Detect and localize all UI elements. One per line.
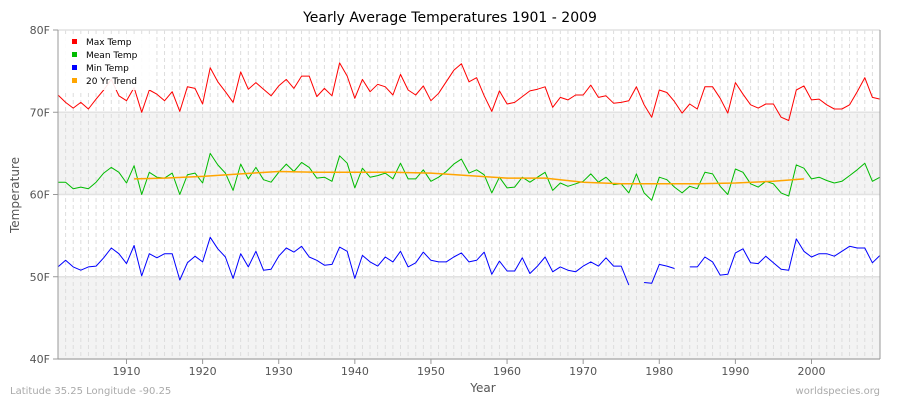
x-tick-label: 1990 xyxy=(721,365,749,378)
x-axis-label: Year xyxy=(469,381,495,395)
y-tick-label: 70F xyxy=(30,106,50,119)
x-tick-label: 1960 xyxy=(493,365,521,378)
x-tick-label: 1940 xyxy=(341,365,369,378)
chart-title: Yearly Average Temperatures 1901 - 2009 xyxy=(302,10,597,26)
min-temp-line xyxy=(57,236,881,286)
x-tick-label: 1950 xyxy=(417,365,445,378)
legend-label: Max Temp xyxy=(86,38,132,48)
x-tick-label: 1970 xyxy=(569,365,597,378)
x-tick-label: 2000 xyxy=(798,365,826,378)
y-tick-label: 80F xyxy=(30,24,50,37)
x-tick-label: 1920 xyxy=(189,365,217,378)
y-axis-label: Temperature xyxy=(8,157,22,234)
x-tick-label: 1980 xyxy=(645,365,673,378)
legend-label: Mean Temp xyxy=(86,51,138,61)
legend-box xyxy=(64,34,152,90)
legend-label: 20 Yr Trend xyxy=(86,77,137,87)
legend-swatch xyxy=(72,39,77,44)
legend-swatch xyxy=(72,78,77,83)
max-temp-line xyxy=(57,62,881,121)
legend: Max Temp Mean Temp Min Temp 20 Yr Trend xyxy=(64,34,152,90)
legend-swatch xyxy=(72,65,77,70)
mean-temp-line xyxy=(58,152,881,201)
20-yr-trend-line xyxy=(134,170,804,185)
x-tick-label: 1910 xyxy=(113,365,141,378)
footer-site: worldspecies.org xyxy=(796,386,880,397)
y-tick-label: 50F xyxy=(30,271,50,284)
x-tick-label: 1930 xyxy=(265,365,293,378)
legend-label: Min Temp xyxy=(86,64,129,74)
y-tick-label: 40F xyxy=(30,353,50,366)
y-tick-label: 60F xyxy=(30,189,50,202)
legend-swatch xyxy=(72,52,77,57)
footer-location: Latitude 35.25 Longitude -90.25 xyxy=(10,386,171,397)
